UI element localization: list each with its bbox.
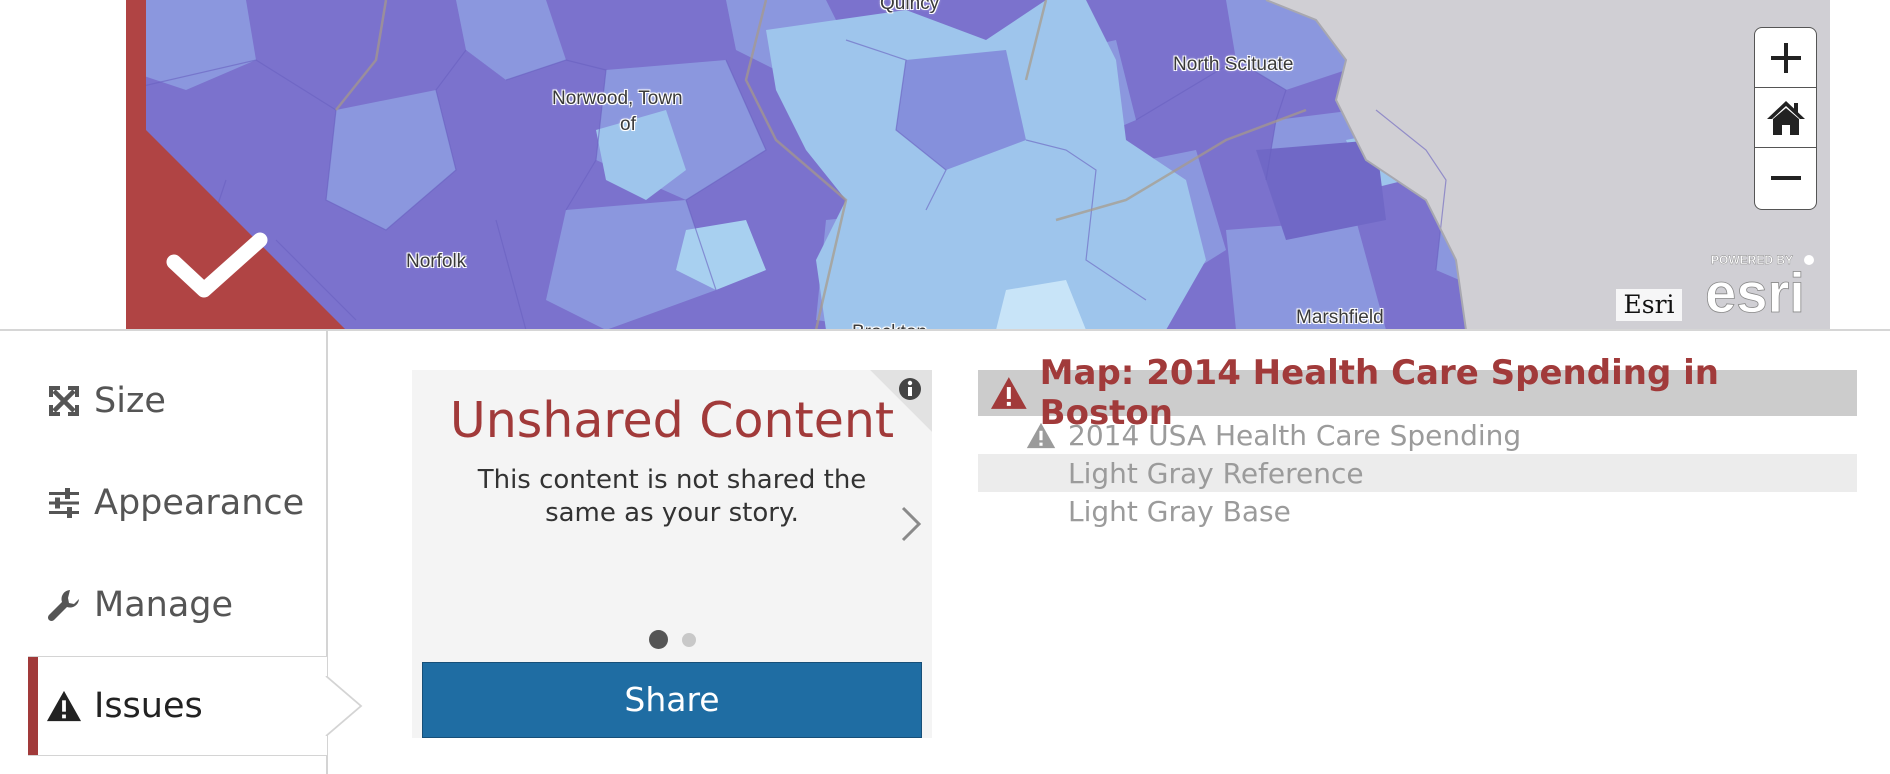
map-label-norwood: Norwood, Town bbox=[552, 88, 683, 109]
issue-root-row[interactable]: Map: 2014 Health Care Spending in Boston bbox=[978, 353, 1857, 433]
issue-child-row[interactable]: Light Gray Reference bbox=[978, 454, 1857, 492]
issue-root-label: Map: 2014 Health Care Spending in Boston bbox=[1039, 353, 1719, 433]
active-indicator bbox=[28, 657, 38, 755]
card-title: Unshared Content bbox=[449, 392, 895, 449]
checkmark-icon bbox=[166, 232, 268, 298]
sliders-icon bbox=[46, 485, 82, 521]
sidebar-item-size[interactable]: Size bbox=[28, 351, 327, 451]
panel-divider bbox=[0, 329, 1890, 331]
zoom-in-button[interactable] bbox=[1755, 28, 1816, 88]
settings-sidebar: Size Appearance Manage bbox=[0, 331, 328, 774]
map-attribution: Esri bbox=[1616, 289, 1682, 321]
sidebar-item-issues[interactable]: Issues bbox=[28, 656, 327, 756]
approved-badge bbox=[126, 0, 346, 330]
pagination-dot[interactable] bbox=[681, 632, 696, 647]
active-tab-pointer bbox=[325, 676, 363, 736]
sidebar-item-appearance[interactable]: Appearance bbox=[28, 453, 327, 553]
esri-logo: POWERED BY esri bbox=[1705, 253, 1814, 322]
issue-child-row[interactable]: 2014 USA Health Care Spending bbox=[978, 416, 1857, 454]
wrench-icon bbox=[46, 587, 82, 623]
sidebar-item-size-label: Size bbox=[94, 381, 166, 421]
issues-tree: Map: 2014 Health Care Spending in Boston… bbox=[978, 353, 1857, 530]
map-label-quincy: Quincy bbox=[880, 0, 940, 14]
map-view[interactable]: Quincy North Scituate Norwood, Town of N… bbox=[126, 0, 1830, 330]
card-pagination bbox=[412, 630, 932, 649]
map-label-marshfield: Marshfield bbox=[1296, 307, 1384, 328]
info-corner bbox=[870, 370, 932, 432]
card-description: This content is not shared the same as y… bbox=[477, 465, 867, 528]
issue-child-label: Light Gray Base bbox=[1068, 494, 1291, 528]
map-label-brockton: Brockton bbox=[852, 321, 927, 330]
minus-icon bbox=[1770, 176, 1801, 180]
issue-child-row[interactable]: Light Gray Base bbox=[978, 492, 1857, 530]
warning-icon bbox=[990, 377, 1027, 409]
map-tiles bbox=[126, 0, 1830, 330]
map-label-norfolk: Norfolk bbox=[406, 251, 467, 272]
issue-child-label: Light Gray Reference bbox=[1068, 456, 1364, 490]
home-button[interactable] bbox=[1755, 88, 1816, 148]
warning-icon bbox=[46, 688, 82, 724]
esri-logo-tagline: POWERED BY bbox=[1711, 253, 1793, 267]
share-button[interactable]: Share bbox=[422, 662, 922, 738]
sidebar-border bbox=[326, 331, 328, 774]
map-label-norwood-suffix: of bbox=[620, 114, 636, 135]
home-icon bbox=[1766, 100, 1805, 135]
info-icon[interactable] bbox=[899, 378, 921, 400]
plus-icon bbox=[1770, 42, 1801, 73]
map-label-north-scituate: North Scituate bbox=[1173, 54, 1294, 75]
sidebar-item-manage[interactable]: Manage bbox=[28, 555, 327, 655]
esri-logo-wordmark: esri bbox=[1705, 261, 1805, 322]
sidebar-item-issues-label: Issues bbox=[94, 686, 203, 726]
zoom-control bbox=[1754, 27, 1817, 210]
sidebar-item-appearance-label: Appearance bbox=[94, 483, 305, 523]
issue-card: Unshared Content This content is not sha… bbox=[412, 370, 932, 738]
sidebar-item-manage-label: Manage bbox=[94, 585, 234, 625]
resize-icon bbox=[46, 383, 82, 419]
warning-icon bbox=[1026, 422, 1056, 448]
issue-child-label: 2014 USA Health Care Spending bbox=[1068, 418, 1522, 452]
chevron-right-icon[interactable] bbox=[896, 504, 926, 544]
pagination-dot[interactable] bbox=[648, 630, 668, 649]
zoom-out-button[interactable] bbox=[1755, 148, 1816, 208]
